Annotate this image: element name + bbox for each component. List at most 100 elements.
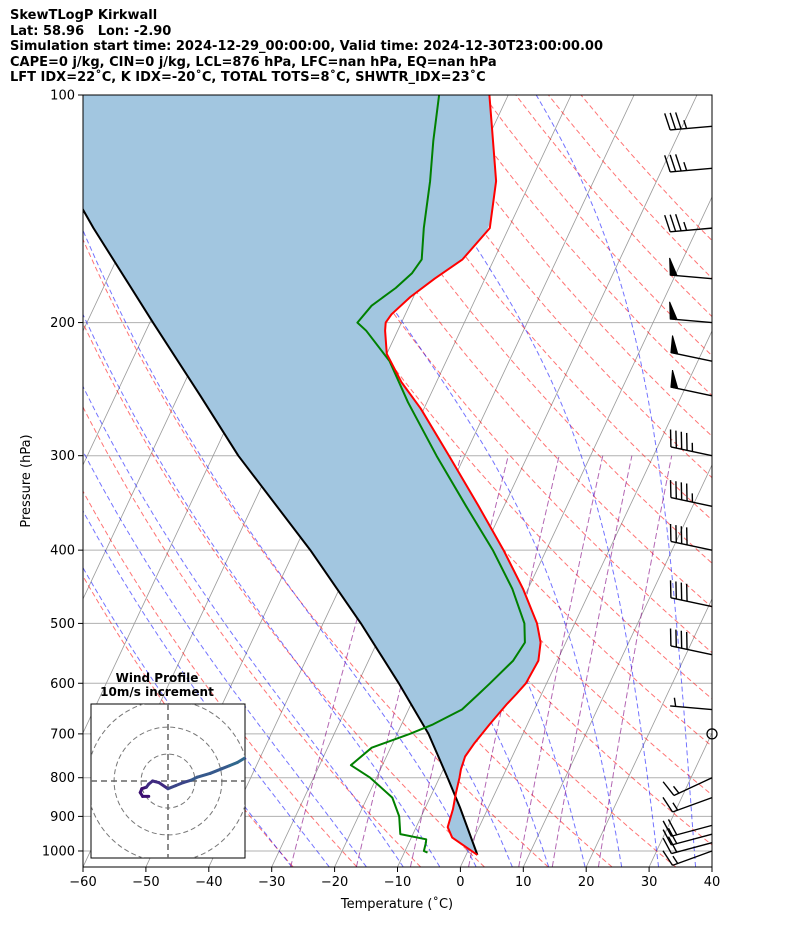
barb-half-flag bbox=[672, 802, 679, 811]
chart-title: SkewTLogP Kirkwall bbox=[10, 8, 158, 23]
wind-barb bbox=[664, 154, 713, 173]
dry-adiabat bbox=[83, 322, 485, 867]
barb-flag bbox=[662, 837, 673, 854]
dry-adiabat bbox=[83, 238, 549, 867]
barb-staff bbox=[670, 645, 713, 656]
wind-barb bbox=[670, 697, 713, 711]
mixing-ratio-line bbox=[468, 455, 560, 867]
barb-flag bbox=[662, 829, 673, 846]
moist-adiabat bbox=[83, 566, 293, 867]
moist-adiabat bbox=[83, 313, 441, 867]
wind-barb bbox=[670, 335, 713, 362]
wind-barb bbox=[664, 214, 713, 233]
time-line: Simulation start time: 2024-12-29_00:00:… bbox=[10, 39, 603, 54]
x-tick-label: −30 bbox=[258, 875, 285, 890]
y-axis-label: Pressure (hPa) bbox=[19, 434, 34, 527]
hodograph-plot bbox=[91, 704, 245, 858]
barb-flag bbox=[667, 819, 678, 836]
mixing-ratio-line bbox=[518, 455, 604, 867]
wind-barb bbox=[669, 301, 713, 324]
barb-flag bbox=[664, 113, 671, 131]
dry-adiabat bbox=[580, 95, 712, 242]
cape-line: CAPE=0 j/kg, CIN=0 j/kg, LCL=876 hPa, LF… bbox=[10, 54, 497, 70]
barb-flag bbox=[674, 112, 682, 130]
y-tick-label: 400 bbox=[50, 544, 75, 559]
wind-barb bbox=[662, 850, 713, 867]
hodograph-trace bbox=[157, 781, 170, 791]
barb-staff bbox=[671, 824, 713, 837]
moist-adiabat bbox=[83, 450, 367, 867]
barb-half-flag bbox=[672, 855, 679, 864]
barb-staff bbox=[670, 597, 713, 608]
wind-barb bbox=[669, 480, 713, 507]
dry-adiabat bbox=[83, 490, 358, 867]
isotherm-line bbox=[775, 95, 794, 867]
x-tick-label: 20 bbox=[578, 875, 595, 890]
wind-barb bbox=[664, 112, 713, 131]
y-tick-label: 900 bbox=[50, 810, 75, 825]
mixing-ratio-line bbox=[551, 455, 633, 867]
y-tick-label: 700 bbox=[50, 727, 75, 742]
barb-half-flag bbox=[672, 785, 680, 794]
isotherm-line bbox=[460, 330, 712, 867]
barb-pennant bbox=[669, 301, 678, 321]
barb-pennant bbox=[669, 257, 678, 277]
barb-staff bbox=[672, 796, 713, 813]
y-tick-label: 100 bbox=[50, 89, 75, 104]
barb-staff bbox=[670, 496, 713, 507]
y-tick-label: 1000 bbox=[42, 844, 75, 859]
barb-half-flag bbox=[683, 120, 688, 129]
y-tick-label: 200 bbox=[50, 316, 75, 331]
barb-flag bbox=[662, 796, 674, 813]
wind-barb bbox=[706, 728, 718, 740]
x-axis-label: Temperature (˚C) bbox=[340, 896, 453, 912]
y-tick-label: 500 bbox=[50, 617, 75, 632]
barb-flag bbox=[669, 112, 677, 130]
isotherm-line bbox=[711, 866, 712, 867]
x-tick-label: 40 bbox=[704, 875, 721, 890]
x-tick-label: 10 bbox=[515, 875, 532, 890]
barb-staff bbox=[671, 841, 713, 855]
moist-adiabat bbox=[262, 95, 623, 867]
barb-staff bbox=[671, 833, 713, 846]
wind-barbs bbox=[662, 112, 718, 867]
hodograph-trace bbox=[195, 771, 212, 779]
dry-adiabat bbox=[189, 95, 712, 747]
barb-flag bbox=[664, 214, 671, 233]
isotherm-line bbox=[522, 464, 712, 867]
barb-pennant bbox=[670, 369, 679, 390]
x-tick-label: −40 bbox=[195, 875, 222, 890]
y-tick-label: 800 bbox=[50, 771, 75, 786]
barb-half-flag bbox=[673, 697, 677, 707]
dry-adiabat bbox=[417, 95, 712, 437]
hodograph-trace bbox=[235, 756, 245, 765]
x-tick-label: −60 bbox=[69, 875, 96, 890]
barb-flag bbox=[662, 820, 673, 837]
wind-barb bbox=[669, 429, 713, 457]
moist-adiabat bbox=[83, 385, 404, 867]
barb-flag bbox=[674, 154, 682, 172]
x-tick-label: 30 bbox=[641, 875, 658, 890]
wind-barb bbox=[670, 369, 713, 397]
barb-flag bbox=[674, 214, 682, 232]
chart-header: SkewTLogP Kirkwall Lat: 58.96 Lon: -2.90… bbox=[10, 8, 603, 86]
location-line: Lat: 58.96 Lon: -2.90 bbox=[10, 23, 172, 39]
dry-adiabat bbox=[83, 575, 294, 867]
dry-adiabat bbox=[222, 95, 712, 700]
temperature-profile-line bbox=[384, 95, 542, 856]
dewpoint-profile-line bbox=[349, 95, 526, 854]
barb-staff bbox=[670, 167, 713, 173]
barb-staff bbox=[670, 540, 713, 551]
hodograph-subtitle: 10m/s increment bbox=[100, 685, 214, 699]
wind-barb bbox=[662, 777, 713, 797]
barb-half-flag bbox=[683, 161, 688, 171]
barb-half-flag bbox=[683, 221, 688, 231]
wind-barb bbox=[669, 523, 713, 551]
moist-adiabat bbox=[535, 95, 697, 867]
axes-layer: −60 −50 −40 −30 −20 −10 0 10 20 30 40 1000 900 800 700… bbox=[42, 89, 720, 891]
hodograph-trace bbox=[208, 767, 224, 775]
x-tick-label: 0 bbox=[456, 875, 464, 890]
wind-barb bbox=[669, 257, 713, 280]
